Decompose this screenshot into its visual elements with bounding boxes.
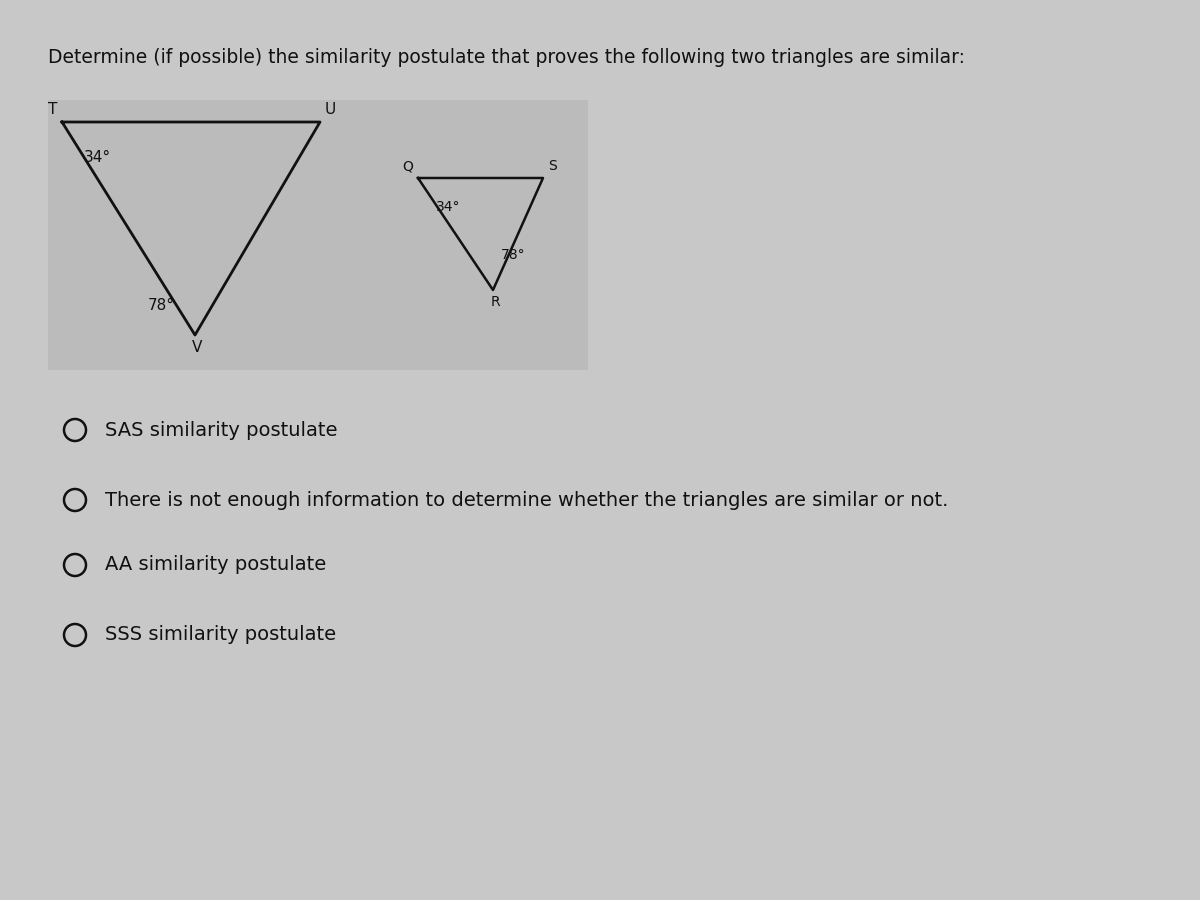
Bar	[48, 100, 588, 370]
Text: V: V	[192, 340, 202, 355]
Text: U: U	[325, 102, 336, 117]
Text: S: S	[548, 159, 557, 173]
Text: AA similarity postulate: AA similarity postulate	[106, 555, 326, 574]
Text: 34°: 34°	[436, 200, 461, 214]
Text: R: R	[490, 295, 500, 309]
Text: There is not enough information to determine whether the triangles are similar o: There is not enough information to deter…	[106, 491, 948, 509]
Text: 78°: 78°	[502, 248, 526, 262]
Text: T: T	[48, 102, 58, 117]
Text: 34°: 34°	[84, 150, 112, 165]
Text: 78°: 78°	[148, 298, 175, 313]
Text: Determine (if possible) the similarity postulate that proves the following two t: Determine (if possible) the similarity p…	[48, 48, 965, 67]
Text: Q: Q	[402, 159, 413, 173]
Text: SSS similarity postulate: SSS similarity postulate	[106, 626, 336, 644]
Text: SAS similarity postulate: SAS similarity postulate	[106, 420, 337, 439]
